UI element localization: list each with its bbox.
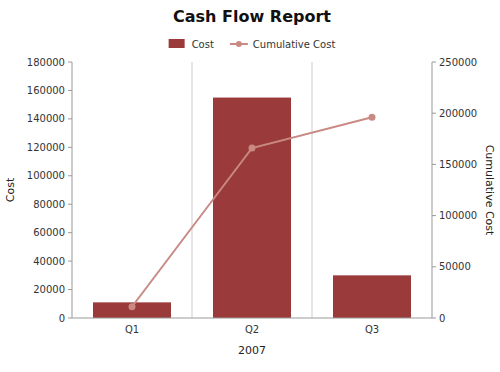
divider: [312, 62, 313, 318]
y-tick-label: 20000: [33, 284, 65, 295]
y-tick: [68, 318, 72, 319]
marker: [369, 114, 376, 121]
legend: Cost Cumulative Cost: [169, 39, 336, 50]
bar: [213, 98, 291, 318]
x-axis-line: [72, 318, 432, 319]
divider: [192, 62, 193, 318]
legend-item: Cumulative Cost: [230, 39, 336, 50]
legend-label: Cost: [192, 39, 214, 50]
y2-tick: [432, 164, 436, 165]
marker: [129, 303, 136, 310]
y2-tick-label: 150000: [439, 159, 477, 170]
title: Cash Flow Report: [173, 7, 331, 26]
chart: 0 20000 40000 60000 80000 100000 120000 140000 1…: [0, 0, 500, 372]
y-tick-label: 160000: [27, 85, 65, 96]
y2-tick: [432, 266, 436, 267]
plot-area: [93, 98, 411, 318]
y-tick: [68, 175, 72, 176]
x-tick-label: Q3: [365, 324, 379, 335]
line: [132, 117, 372, 306]
marker: [249, 145, 256, 152]
y-tick: [68, 204, 72, 205]
x-tick-label: Q2: [245, 324, 259, 335]
y2-tick: [432, 62, 436, 63]
y-tick-label: 0: [59, 313, 65, 324]
y-axis-line: [72, 62, 73, 318]
y2-axis-line: [432, 62, 433, 318]
y-tick: [68, 232, 72, 233]
y-tick: [68, 261, 72, 262]
y-tick: [68, 118, 72, 119]
y2-tick: [432, 113, 436, 114]
y2-axis-label: Cumulative Cost: [483, 145, 496, 236]
y-tick-label: 40000: [33, 256, 65, 267]
y-tick: [68, 147, 72, 148]
y2-tick-label: 0: [439, 313, 445, 324]
y-tick-label: 180000: [27, 57, 65, 68]
x-axis-label: 2007: [238, 344, 266, 357]
bar: [333, 275, 411, 318]
y-axis-label: Cost: [4, 177, 17, 202]
legend-item: Cost: [169, 39, 214, 50]
y2-tick: [432, 318, 436, 319]
y2-tick-label: 250000: [439, 57, 477, 68]
y-tick: [68, 62, 72, 63]
y-tick-label: 60000: [33, 227, 65, 238]
y-tick-label: 120000: [27, 142, 65, 153]
y-tick-label: 100000: [27, 170, 65, 181]
legend-swatch: [169, 39, 185, 48]
y2-tick: [432, 215, 436, 216]
y2-tick-label: 200000: [439, 108, 477, 119]
bar: [93, 302, 171, 318]
y-tick-label: 140000: [27, 113, 65, 124]
legend-label: Cumulative Cost: [253, 39, 336, 50]
x-tick-label: Q1: [125, 324, 139, 335]
y-tick-label: 80000: [33, 199, 65, 210]
y2-tick-label: 100000: [439, 210, 477, 221]
y2-tick-label: 50000: [439, 261, 471, 272]
y-tick: [68, 90, 72, 91]
y-tick: [68, 289, 72, 290]
legend-marker: [236, 41, 242, 47]
